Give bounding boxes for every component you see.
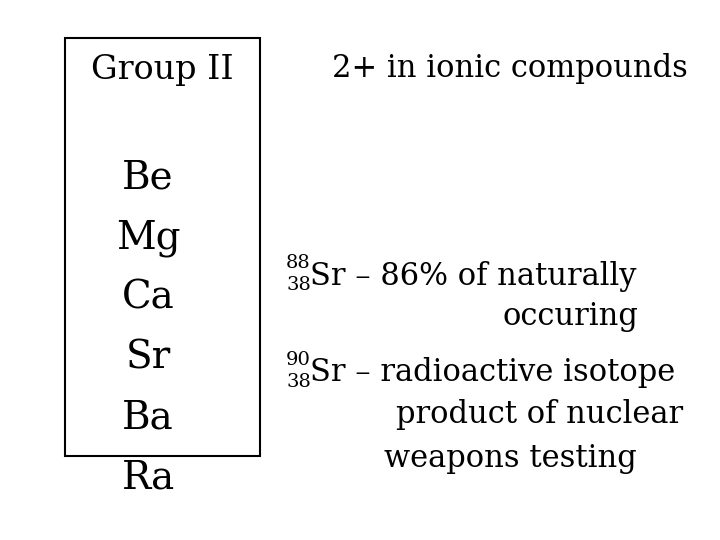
Text: Ba: Ba bbox=[122, 400, 174, 436]
Text: Mg: Mg bbox=[116, 219, 180, 256]
Text: weapons testing: weapons testing bbox=[384, 442, 636, 474]
Text: Sr – radioactive isotope: Sr – radioactive isotope bbox=[310, 357, 675, 388]
Text: Group II: Group II bbox=[91, 54, 233, 86]
Text: Be: Be bbox=[122, 159, 174, 197]
Text: occuring: occuring bbox=[502, 300, 638, 332]
Text: 88: 88 bbox=[286, 254, 311, 272]
Text: Sr: Sr bbox=[125, 340, 171, 376]
Text: 90: 90 bbox=[286, 351, 311, 369]
Bar bbox=[65, 38, 260, 456]
Text: 38: 38 bbox=[286, 373, 311, 391]
Text: 38: 38 bbox=[286, 276, 311, 294]
Text: 2+ in ionic compounds: 2+ in ionic compounds bbox=[332, 52, 688, 84]
Text: Ca: Ca bbox=[122, 280, 174, 316]
Text: Sr – 86% of naturally: Sr – 86% of naturally bbox=[310, 260, 636, 292]
Text: Ra: Ra bbox=[122, 460, 175, 496]
Text: product of nuclear: product of nuclear bbox=[397, 400, 683, 430]
